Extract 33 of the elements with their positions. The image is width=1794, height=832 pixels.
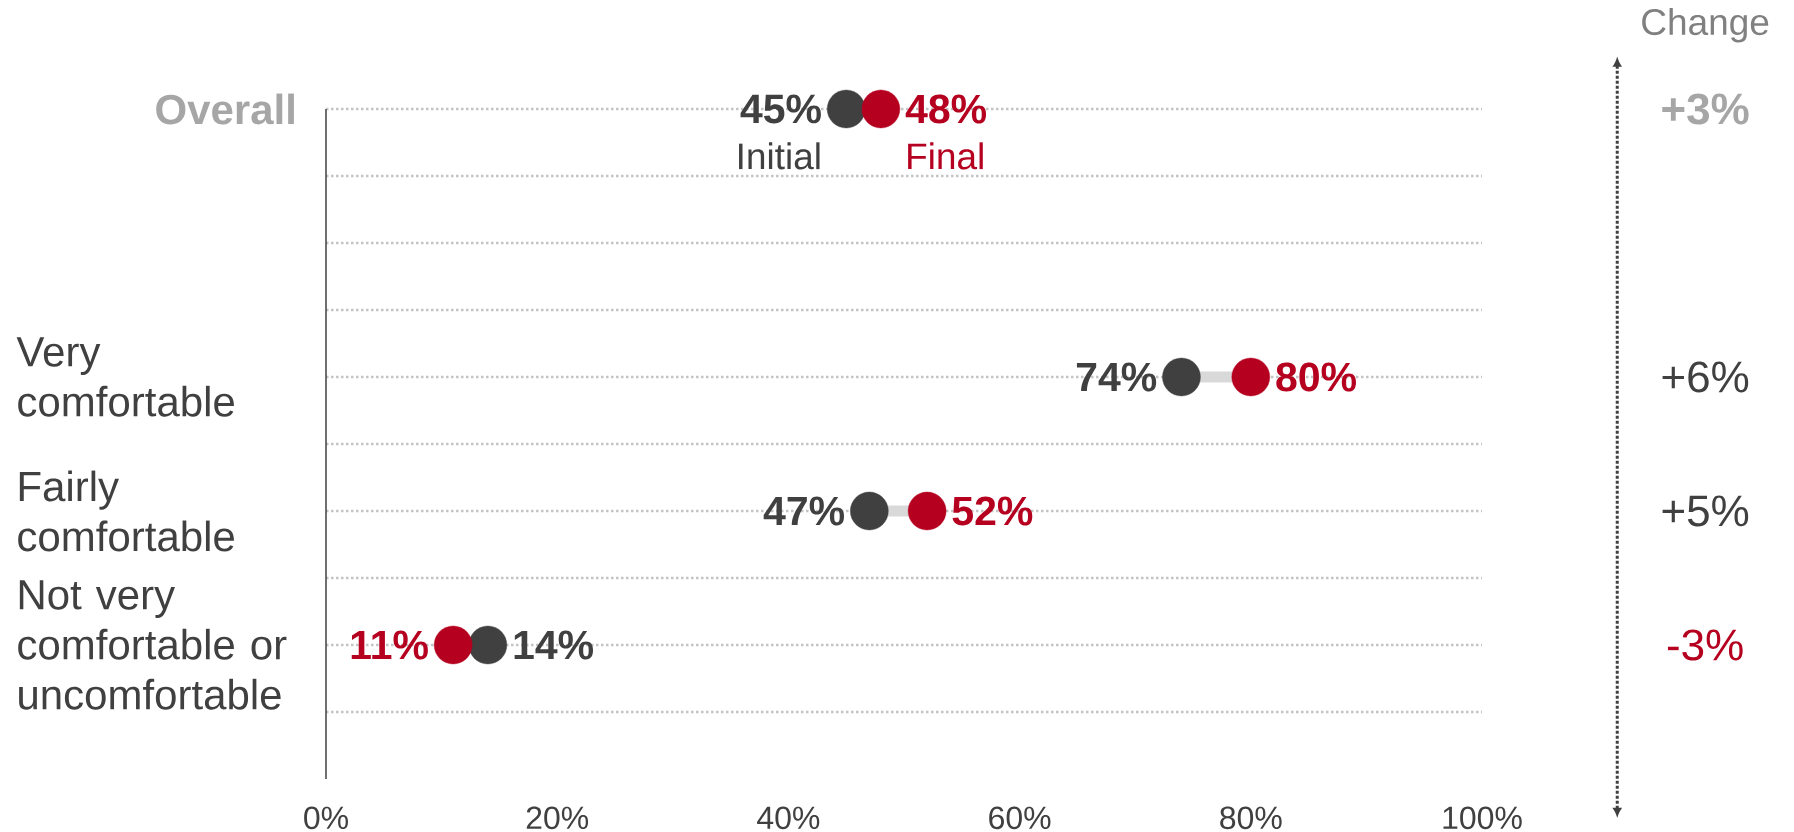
x-tick-label: 0% <box>304 806 348 830</box>
data-label: 74% <box>1076 362 1157 392</box>
y-tick-label: Very comfortable <box>16 337 234 417</box>
data-label: 48% <box>905 94 987 124</box>
x-tick-label: 80% <box>1220 806 1282 830</box>
data-label: 14% <box>514 630 593 660</box>
x-tick-label: 100% <box>1443 806 1522 830</box>
text: -3% <box>1667 629 1743 661</box>
data-label: 11% <box>351 630 428 660</box>
point <box>1162 357 1201 397</box>
point <box>1231 357 1270 397</box>
point <box>468 625 508 665</box>
text: +5% <box>1662 495 1749 527</box>
x-tick-label: 20% <box>526 806 589 830</box>
data-label: 45% <box>740 94 821 124</box>
data-label: 47% <box>763 496 845 526</box>
point <box>850 491 889 531</box>
data-label: 52% <box>952 496 1033 526</box>
point <box>827 89 866 129</box>
legend-label: Final <box>908 142 983 170</box>
x-tick-label: 40% <box>757 806 820 830</box>
data-label: 80% <box>1276 362 1356 392</box>
text: +3% <box>1662 93 1749 125</box>
series-label: Initial <box>739 142 820 170</box>
point <box>861 89 901 129</box>
y-tick-label: Not very comfortable or uncomfortable <box>18 580 287 710</box>
text: +6% <box>1662 361 1749 393</box>
point <box>433 625 473 665</box>
y-tick-label: Fairly comfortable <box>18 470 234 552</box>
text: Change <box>1642 8 1769 43</box>
point <box>907 491 947 531</box>
y-tick-label: Overall <box>156 93 294 125</box>
x-tick-label: 60% <box>989 806 1051 830</box>
